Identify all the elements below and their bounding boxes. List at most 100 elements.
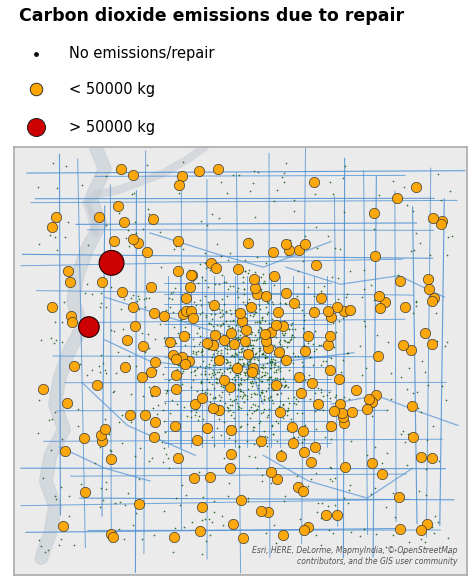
Point: [247, 379, 255, 388]
Point: [300, 324, 307, 333]
Point: [97, 303, 104, 312]
Point: [235, 402, 243, 412]
Point: [378, 459, 385, 468]
Point: [248, 343, 256, 353]
Point: [191, 370, 199, 380]
Point: [257, 432, 264, 441]
Point: [135, 294, 143, 303]
Point: [226, 325, 233, 335]
Point: [240, 353, 248, 362]
Point: [101, 414, 109, 424]
Point: [315, 294, 322, 303]
Point: [234, 398, 241, 407]
Point: [206, 369, 213, 378]
Point: [309, 339, 316, 349]
Point: [248, 346, 256, 355]
Point: [358, 370, 365, 380]
Point: [202, 312, 210, 321]
Point: [198, 549, 205, 558]
Point: [291, 196, 298, 205]
Point: [223, 355, 230, 364]
Point: [310, 376, 318, 385]
Point: [223, 340, 231, 350]
Point: [224, 404, 232, 413]
Point: [346, 305, 354, 314]
Point: [210, 497, 218, 506]
Point: [189, 277, 197, 286]
Point: [114, 347, 121, 357]
Point: [139, 391, 146, 401]
Point: [41, 548, 49, 557]
Point: [175, 188, 183, 198]
Point: [282, 377, 289, 386]
Point: [318, 540, 325, 549]
Point: [296, 514, 304, 524]
Point: [200, 356, 207, 365]
Point: [247, 390, 255, 399]
Point: [123, 335, 131, 344]
Point: [273, 349, 281, 358]
Point: [339, 355, 347, 365]
Point: [299, 257, 306, 266]
Point: [201, 275, 209, 284]
Point: [340, 392, 348, 401]
Point: [160, 333, 167, 342]
Point: [240, 277, 247, 286]
Point: [421, 368, 429, 377]
Point: [228, 328, 235, 337]
Point: [328, 422, 335, 431]
Point: [252, 390, 259, 399]
Point: [342, 312, 349, 321]
Point: [182, 335, 190, 344]
Point: [171, 284, 179, 293]
Point: [239, 533, 247, 543]
Point: [278, 341, 286, 350]
Point: [64, 218, 72, 227]
Point: [255, 366, 263, 376]
Point: [235, 334, 242, 343]
Point: [97, 483, 104, 492]
Point: [276, 298, 283, 307]
Point: [234, 357, 242, 366]
Point: [250, 425, 257, 435]
Point: [221, 343, 228, 353]
Point: [284, 403, 292, 413]
Point: [167, 289, 175, 298]
Point: [201, 369, 209, 379]
Point: [264, 369, 271, 378]
Point: [284, 353, 292, 362]
Point: [196, 310, 204, 319]
Point: [261, 432, 269, 441]
Point: [286, 335, 293, 344]
Point: [264, 298, 272, 307]
Point: [161, 427, 169, 436]
Point: [51, 407, 58, 417]
Point: [144, 161, 151, 170]
Point: [257, 324, 265, 334]
Point: [243, 420, 251, 429]
Point: [113, 369, 120, 378]
Point: [256, 318, 264, 327]
Point: [291, 324, 299, 334]
Point: [228, 327, 235, 336]
Point: [139, 342, 146, 351]
Point: [426, 284, 433, 294]
Point: [147, 391, 155, 400]
Point: [176, 355, 184, 365]
Point: [277, 355, 284, 365]
Point: [248, 365, 255, 374]
Point: [310, 360, 317, 369]
Point: [233, 351, 241, 360]
Point: [204, 388, 211, 398]
Point: [208, 379, 216, 388]
Point: [146, 209, 153, 218]
Point: [222, 359, 230, 368]
Point: [132, 361, 140, 370]
Point: [254, 373, 262, 382]
Point: [189, 375, 197, 384]
Point: [195, 415, 202, 424]
Point: [267, 364, 275, 373]
Point: [257, 273, 264, 282]
Point: [147, 367, 155, 376]
Point: [329, 401, 337, 410]
